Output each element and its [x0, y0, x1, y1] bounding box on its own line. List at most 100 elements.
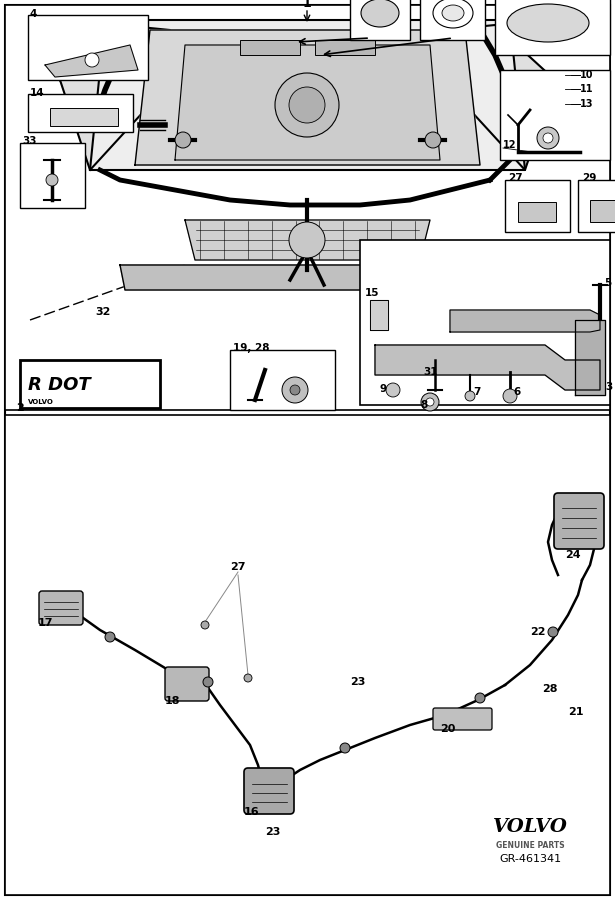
Circle shape: [85, 53, 99, 67]
Circle shape: [289, 87, 325, 123]
Circle shape: [421, 393, 439, 411]
Bar: [350, 0, 410, 40]
Bar: [5, 415, 610, 895]
FancyBboxPatch shape: [244, 768, 294, 814]
Text: 7: 7: [473, 387, 480, 397]
Text: 31: 31: [423, 367, 437, 377]
Circle shape: [290, 385, 300, 395]
Bar: [28, 94, 133, 132]
Polygon shape: [375, 345, 600, 390]
Bar: [20, 360, 160, 408]
Text: 24: 24: [565, 550, 581, 560]
Text: 33: 33: [22, 136, 36, 146]
Polygon shape: [90, 20, 525, 170]
Ellipse shape: [442, 5, 464, 21]
Text: 3: 3: [605, 382, 613, 392]
Bar: [360, 240, 610, 405]
Circle shape: [289, 222, 325, 258]
Text: 5: 5: [604, 278, 611, 288]
Circle shape: [282, 377, 308, 403]
Circle shape: [275, 73, 339, 137]
Bar: [20, 143, 85, 208]
Text: 11: 11: [580, 84, 593, 94]
Bar: [505, 180, 570, 232]
Circle shape: [201, 621, 209, 629]
Circle shape: [386, 383, 400, 397]
Ellipse shape: [507, 4, 589, 42]
Text: 13: 13: [580, 99, 593, 109]
Text: 14: 14: [30, 88, 45, 98]
Polygon shape: [445, 25, 555, 170]
Bar: [420, 0, 485, 40]
Circle shape: [175, 132, 191, 148]
Bar: [495, 0, 610, 55]
Text: VOLVO: VOLVO: [493, 818, 568, 836]
Ellipse shape: [433, 0, 473, 28]
Text: 22: 22: [530, 627, 546, 637]
FancyBboxPatch shape: [165, 667, 209, 701]
Text: 23: 23: [265, 827, 280, 837]
Text: 19, 28: 19, 28: [233, 343, 269, 353]
Circle shape: [425, 132, 441, 148]
Text: 17: 17: [38, 618, 54, 628]
Polygon shape: [370, 300, 388, 330]
Text: 16: 16: [244, 807, 260, 817]
Circle shape: [340, 743, 350, 753]
Circle shape: [426, 398, 434, 406]
Polygon shape: [120, 265, 495, 290]
Circle shape: [543, 133, 553, 143]
Circle shape: [475, 693, 485, 703]
Circle shape: [244, 674, 252, 682]
Bar: [50, 108, 118, 126]
Text: 1: 1: [303, 0, 311, 10]
Text: GR-461341: GR-461341: [499, 854, 561, 864]
Circle shape: [465, 391, 475, 401]
Text: 20: 20: [440, 724, 455, 734]
Text: 32: 32: [95, 307, 110, 317]
Polygon shape: [60, 25, 170, 170]
Bar: [518, 202, 556, 222]
FancyBboxPatch shape: [554, 493, 604, 549]
Polygon shape: [45, 45, 138, 77]
Circle shape: [503, 389, 517, 403]
Text: 10: 10: [580, 70, 593, 80]
Text: 23: 23: [350, 677, 365, 687]
Text: GENUINE PARTS: GENUINE PARTS: [496, 841, 565, 850]
Polygon shape: [135, 30, 480, 165]
Bar: [500, 70, 610, 160]
Text: 6: 6: [513, 387, 520, 397]
Polygon shape: [175, 45, 440, 160]
Polygon shape: [185, 220, 430, 260]
Bar: [28, 15, 148, 80]
Bar: [315, 40, 375, 55]
Text: 18: 18: [165, 696, 180, 706]
Text: 27: 27: [230, 562, 245, 572]
Text: 8: 8: [420, 400, 427, 410]
Ellipse shape: [361, 0, 399, 27]
Bar: [240, 40, 300, 55]
Circle shape: [537, 127, 559, 149]
Text: 9: 9: [380, 384, 387, 394]
Text: 4: 4: [30, 9, 38, 19]
Text: 2: 2: [16, 403, 24, 413]
Text: 15: 15: [365, 288, 379, 298]
Circle shape: [105, 632, 115, 642]
Circle shape: [46, 174, 58, 186]
Text: 28: 28: [542, 684, 558, 694]
Text: VOLVO: VOLVO: [28, 399, 54, 405]
Circle shape: [548, 627, 558, 637]
Bar: [5, 5, 610, 410]
FancyBboxPatch shape: [39, 591, 83, 625]
Polygon shape: [450, 310, 600, 332]
Bar: [230, 350, 335, 410]
Text: 12: 12: [503, 140, 517, 150]
FancyBboxPatch shape: [433, 708, 492, 730]
Polygon shape: [575, 320, 605, 395]
Text: 27: 27: [508, 173, 523, 183]
Bar: [590, 200, 615, 222]
Text: 21: 21: [568, 707, 584, 717]
Bar: [578, 180, 615, 232]
Circle shape: [203, 677, 213, 687]
Text: R DOT: R DOT: [28, 376, 90, 394]
Text: 29: 29: [582, 173, 597, 183]
